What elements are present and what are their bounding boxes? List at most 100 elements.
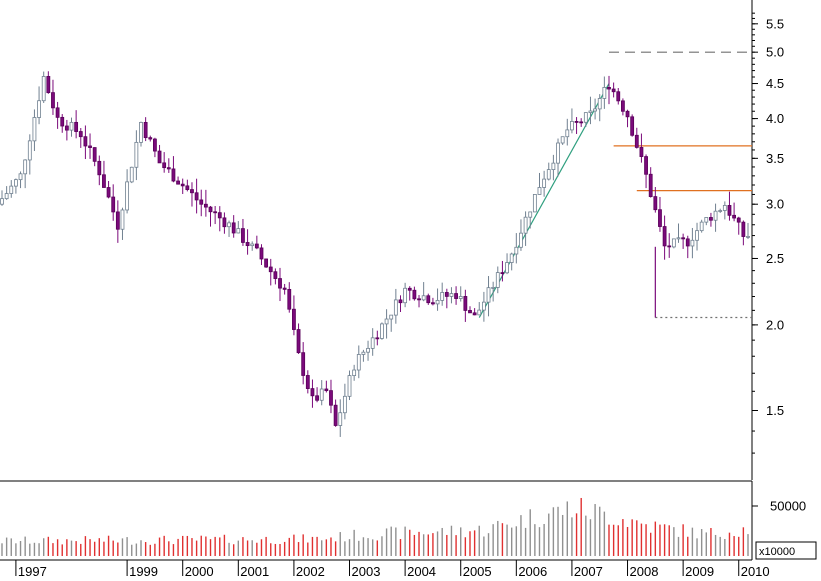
candle-body <box>616 91 621 102</box>
y-tick-label: 4.5 <box>766 76 784 91</box>
candle-body <box>361 351 366 355</box>
candle-body <box>292 308 296 330</box>
candle-body <box>106 187 111 198</box>
candle-body <box>495 272 500 288</box>
candle-body <box>305 375 310 389</box>
candle-body <box>699 221 704 232</box>
x-tick-label: 2004 <box>407 564 436 579</box>
y-tick-label: 5.5 <box>766 16 784 31</box>
candle-body <box>607 87 611 90</box>
candle-body <box>593 108 597 112</box>
candle-body <box>282 287 287 290</box>
candle-body <box>0 198 4 205</box>
candle-body <box>746 236 750 238</box>
candle-body <box>278 278 282 289</box>
candle-body <box>139 122 143 143</box>
volume-panel: 50000 x10000 <box>1 481 817 560</box>
candle-body <box>217 212 222 219</box>
candle-body <box>444 292 449 297</box>
candle-body <box>148 137 153 140</box>
candle-body <box>426 295 431 304</box>
x-tick-label: 2009 <box>685 564 714 579</box>
x-tick-label: 2005 <box>463 564 492 579</box>
candle-body <box>102 174 106 188</box>
candle-body <box>157 150 162 164</box>
candle-body <box>630 116 635 136</box>
candle-body <box>301 352 306 376</box>
candle-body <box>27 140 32 161</box>
candle-body <box>421 295 426 301</box>
candle-body <box>310 388 315 397</box>
candle-body <box>129 166 134 183</box>
price-panel-frame <box>0 0 752 480</box>
candle-body <box>69 121 74 131</box>
candle-body <box>560 136 565 144</box>
candle-body <box>505 262 509 274</box>
candle-body <box>468 310 472 314</box>
candle-body <box>370 337 375 349</box>
candle-body <box>162 162 167 169</box>
candle-body <box>18 173 23 181</box>
candle-body <box>709 217 713 221</box>
price-axis: 5.5 5.0 4.5 4.0 3.5 3.0 2.5 2.0 1.5 <box>752 12 784 454</box>
candle-body <box>166 167 171 170</box>
candle-body <box>342 395 347 414</box>
candle-body <box>153 138 157 152</box>
candle-body <box>268 266 273 273</box>
candle-body <box>588 110 593 113</box>
candle-body <box>384 318 389 325</box>
candle-body <box>208 206 213 213</box>
candle-body <box>324 388 329 392</box>
candle-body <box>648 173 653 197</box>
candle-body <box>88 145 92 148</box>
candle-body <box>97 160 102 176</box>
candle-body <box>83 136 88 147</box>
candle-body <box>463 296 468 311</box>
candle-body <box>41 76 46 102</box>
candle-body <box>171 168 176 182</box>
candle-body <box>111 196 116 213</box>
candle-body <box>611 88 616 93</box>
candle-body <box>477 309 482 316</box>
candle-body <box>241 228 245 243</box>
candle-body <box>380 323 384 339</box>
candle-body <box>481 301 486 311</box>
candle-body <box>570 121 574 131</box>
candle-body <box>685 238 690 247</box>
price-panel: 5.5 5.0 4.5 4.0 3.5 3.0 2.5 2.0 1.5 <box>0 0 784 480</box>
volume-unit-label: x10000 <box>759 546 795 558</box>
candle-body <box>736 217 741 223</box>
candle-body <box>227 222 231 228</box>
candle-body <box>194 192 199 201</box>
candle-body <box>319 388 324 401</box>
x-tick-label: 2010 <box>741 564 770 579</box>
candle-body <box>338 412 343 426</box>
candle-body <box>472 312 477 316</box>
candle-body <box>199 199 204 205</box>
candle-body <box>565 129 570 138</box>
candle-body <box>625 110 630 118</box>
candle-body <box>176 180 180 185</box>
candle-body <box>254 243 259 249</box>
candle-body <box>60 116 65 127</box>
candle-body <box>500 272 505 274</box>
candle-body <box>398 299 403 304</box>
candle-body <box>574 121 579 123</box>
candle-body <box>435 299 440 305</box>
candle-body <box>180 183 185 187</box>
candle-body <box>403 287 408 304</box>
y-tick-label: 2.5 <box>766 251 784 266</box>
candle-body <box>722 205 727 211</box>
x-tick-label: 2000 <box>185 564 214 579</box>
volume-axis: 50000 <box>752 499 806 514</box>
candle-body <box>667 245 672 248</box>
candle-body <box>185 185 190 190</box>
candle-body <box>231 222 236 234</box>
candle-body <box>602 87 607 99</box>
x-tick-label: 2008 <box>630 564 659 579</box>
candle-body <box>23 159 28 175</box>
y-tick-label: 5.0 <box>766 45 784 60</box>
candle-body <box>662 226 667 247</box>
candle-body <box>417 298 421 301</box>
candle-body <box>55 107 60 118</box>
